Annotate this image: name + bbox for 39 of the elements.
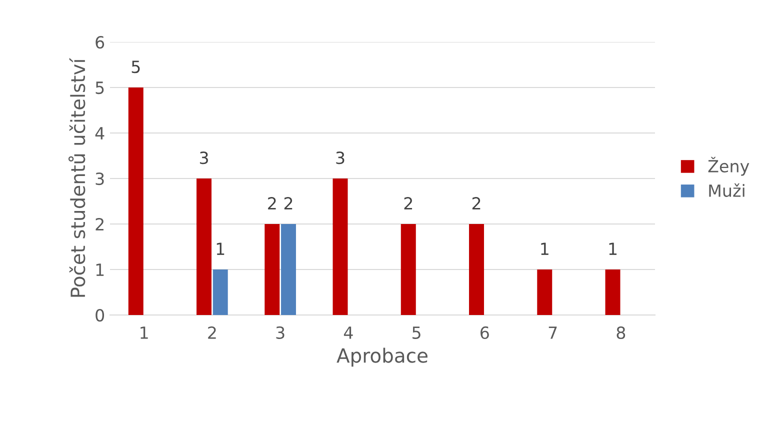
data-label: 2 [472,197,480,210]
bar [537,270,552,315]
data-label: 2 [404,197,412,210]
y-tick-label: 0 [96,308,104,322]
bar [264,224,280,315]
bar [400,224,416,315]
data-label: 2 [284,197,292,210]
bar [332,178,348,315]
bar [196,178,212,315]
x-axis-title: Aprobace [336,348,428,367]
x-tick-label: 7 [548,326,557,339]
legend-label: Muži [709,183,744,197]
y-axis-title: Počet studentů učitelství [68,58,86,297]
data-label: 1 [216,242,224,255]
bar [128,88,144,315]
data-label: 1 [541,242,548,255]
data-label: 2 [268,197,276,210]
y-tick-label: 4 [95,127,104,140]
x-tick-label: 6 [480,326,489,340]
y-tick-label: 3 [96,172,104,186]
x-tick-label: 5 [412,326,420,340]
data-label: 3 [200,152,208,164]
data-label: 5 [132,60,140,74]
y-tick-label: 6 [96,36,104,49]
y-tick-label: 5 [96,82,104,94]
x-tick-label: 4 [344,326,353,339]
y-tick-label: 2 [96,218,104,230]
data-label: 1 [609,242,617,255]
x-tick-label: 2 [208,326,216,339]
x-tick-label: 1 [140,326,148,339]
data-label: 3 [336,152,344,164]
x-tick-label: 3 [276,326,284,340]
bar [469,224,484,315]
bar [212,270,228,315]
y-tick-label: 1 [96,264,104,276]
bar [280,224,296,315]
x-tick-label: 8 [616,326,626,340]
bar [605,270,620,315]
legend-label: Ženy [708,156,750,176]
